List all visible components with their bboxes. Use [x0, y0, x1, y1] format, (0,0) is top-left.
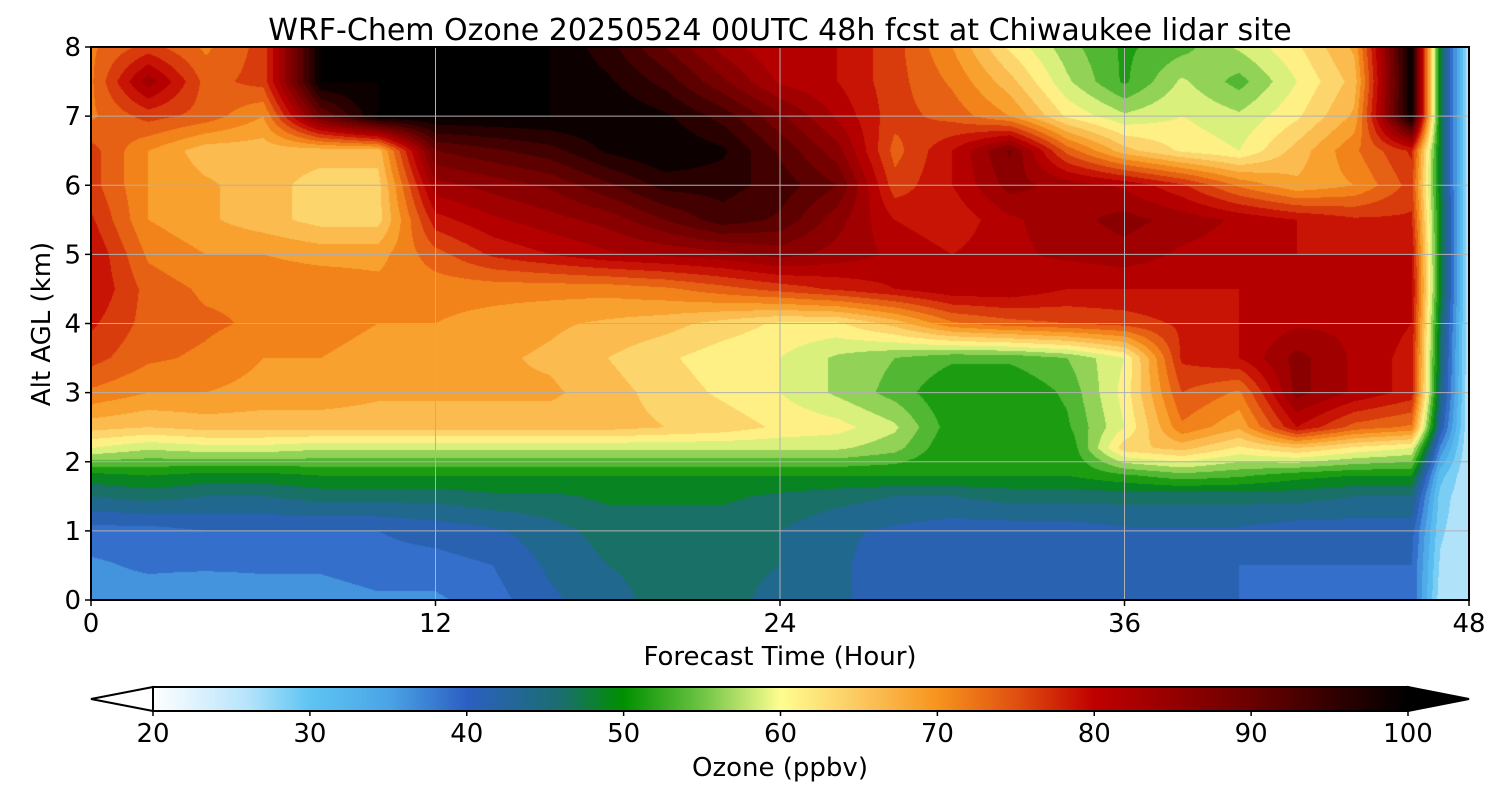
y-tick-label: 3 [64, 379, 81, 409]
x-axis-ticks: 0 12 24 36 48 [83, 600, 1486, 639]
colorbar-ticks: 20 30 40 50 60 70 80 90 100 [136, 711, 1433, 749]
y-axis-ticks: 0 1 2 3 4 5 6 7 8 [64, 33, 91, 616]
y-tick-label: 8 [64, 33, 81, 63]
x-tick-label: 24 [763, 609, 796, 639]
colorbar [153, 687, 1408, 711]
y-axis-label: Alt AGL (km) [27, 242, 57, 406]
x-tick-label: 0 [83, 609, 100, 639]
colorbar-tick-label: 70 [921, 719, 954, 749]
colorbar-tick-label: 80 [1078, 719, 1111, 749]
colorbar-tick-label: 60 [764, 719, 797, 749]
x-tick-label: 12 [419, 609, 452, 639]
y-tick-label: 4 [64, 310, 81, 340]
x-tick-label: 48 [1452, 609, 1485, 639]
colorbar-label: Ozone (ppbv) [692, 753, 868, 783]
colorbar-tick-label: 20 [136, 719, 169, 749]
y-tick-label: 6 [64, 171, 81, 201]
y-tick-label: 1 [64, 517, 81, 547]
y-tick-label: 2 [64, 448, 81, 478]
colorbar-tick-label: 90 [1235, 719, 1268, 749]
colorbar-extend-low [90, 685, 154, 713]
x-axis-label: Forecast Time (Hour) [643, 642, 916, 672]
colorbar-tick-label: 30 [293, 719, 326, 749]
colorbar-tick-label: 50 [607, 719, 640, 749]
grid-lines [91, 47, 1469, 600]
y-tick-label: 5 [64, 240, 81, 270]
chart-title: WRF-Chem Ozone 20250524 00UTC 48h fcst a… [268, 13, 1291, 48]
y-tick-label: 0 [64, 586, 81, 616]
colorbar-tick-label: 100 [1383, 719, 1433, 749]
colorbar-tick-label: 40 [450, 719, 483, 749]
x-tick-label: 36 [1108, 609, 1141, 639]
colorbar-extend-high [1407, 685, 1470, 713]
y-tick-label: 7 [64, 102, 81, 132]
